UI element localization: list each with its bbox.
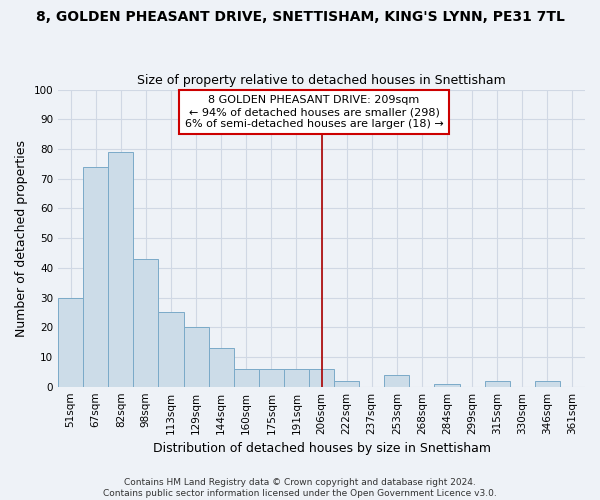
Bar	[259, 369, 284, 386]
Bar	[58, 298, 83, 386]
Bar	[434, 384, 460, 386]
Bar	[233, 369, 259, 386]
Text: 8 GOLDEN PHEASANT DRIVE: 209sqm
← 94% of detached houses are smaller (298)
6% of: 8 GOLDEN PHEASANT DRIVE: 209sqm ← 94% of…	[185, 96, 443, 128]
Text: Contains HM Land Registry data © Crown copyright and database right 2024.
Contai: Contains HM Land Registry data © Crown c…	[103, 478, 497, 498]
Bar	[334, 380, 359, 386]
Bar	[133, 259, 158, 386]
Bar	[309, 369, 334, 386]
Bar	[284, 369, 309, 386]
Bar	[384, 375, 409, 386]
Bar	[485, 380, 510, 386]
Bar	[83, 167, 108, 386]
Y-axis label: Number of detached properties: Number of detached properties	[15, 140, 28, 336]
Bar	[158, 312, 184, 386]
Text: 8, GOLDEN PHEASANT DRIVE, SNETTISHAM, KING'S LYNN, PE31 7TL: 8, GOLDEN PHEASANT DRIVE, SNETTISHAM, KI…	[35, 10, 565, 24]
Bar	[209, 348, 233, 387]
X-axis label: Distribution of detached houses by size in Snettisham: Distribution of detached houses by size …	[152, 442, 491, 455]
Title: Size of property relative to detached houses in Snettisham: Size of property relative to detached ho…	[137, 74, 506, 87]
Bar	[108, 152, 133, 386]
Bar	[184, 328, 209, 386]
Bar	[535, 380, 560, 386]
